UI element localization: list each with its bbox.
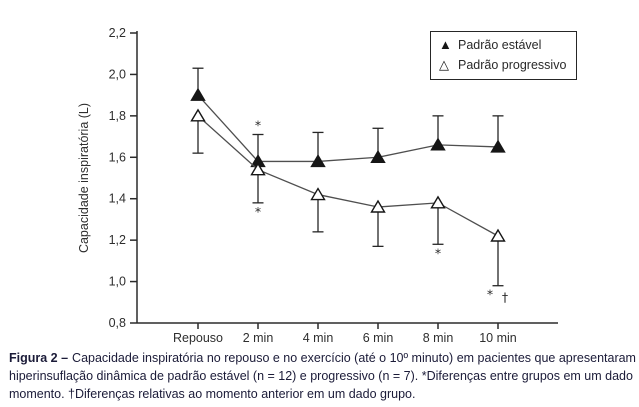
legend-label-progressivo: Padrão progressivo	[458, 58, 567, 72]
filled-triangle-marker	[370, 149, 386, 163]
caption-line-3: momento. †Diferenças relativas ao moment…	[9, 387, 416, 401]
axis-labels: 0,8 1,0 1,2 1,4 1,6 1,8 2,0 2,2 Repouso 2 min 4 mi…	[109, 26, 517, 345]
series-estavel	[190, 67, 506, 168]
y-tick-label: 1,2	[109, 233, 126, 247]
annotation-asterisk: *	[255, 204, 261, 219]
x-tick-label: Repouso	[173, 331, 223, 345]
chart-svg: 0,8 1,0 1,2 1,4 1,6 1,8 2,0 2,2 Repouso 2 min 4 mi…	[109, 26, 558, 345]
caption-line-2: hiperinsuflação dinâmica de padrão estáv…	[9, 369, 633, 383]
annotation-asterisk: *	[435, 245, 441, 260]
error-bar	[432, 202, 444, 245]
caption-figure-label: Figura 2 –	[9, 351, 69, 365]
filled-triangle-marker	[490, 139, 506, 153]
open-triangle-marker	[430, 195, 446, 209]
y-tick-label: 1,0	[109, 275, 126, 289]
legend-label-estavel: Padrão estável	[458, 38, 542, 52]
series-progressivo	[190, 108, 506, 287]
series-line	[197, 115, 499, 237]
annotation-asterisk: *	[487, 287, 493, 302]
figure-caption: Figura 2 – Capacidade inspiratória no rep…	[9, 349, 637, 403]
error-bar	[192, 115, 204, 154]
error-bar	[372, 207, 384, 248]
y-tick-label: 1,6	[109, 150, 126, 164]
y-axis-title: Capacidade inspiratória (L)	[77, 102, 91, 254]
y-tick-label: 1,8	[109, 109, 126, 123]
x-tick-label: 10 min	[479, 331, 517, 345]
filled-triangle-marker	[430, 137, 446, 151]
open-triangle-icon: △	[439, 57, 449, 72]
error-bar	[492, 236, 504, 287]
caption-line-1-text: Capacidade inspiratória no repouso e no …	[72, 351, 636, 365]
y-tick-label: 2,0	[109, 67, 126, 81]
open-triangle-marker	[190, 108, 206, 122]
y-tick-label: 2,2	[109, 26, 126, 40]
legend-item-estavel: ▲ Padrão estável	[439, 35, 566, 55]
x-tick-label: 6 min	[363, 331, 394, 345]
open-triangle-marker	[370, 199, 386, 213]
chart-legend: ▲ Padrão estável △ Padrão progressivo	[430, 31, 578, 80]
filled-triangle-icon: ▲	[439, 37, 452, 52]
series-line	[197, 94, 499, 163]
filled-triangle-marker	[190, 87, 206, 101]
open-triangle-marker	[490, 228, 506, 242]
legend-item-progressivo: △ Padrão progressivo	[439, 55, 566, 75]
open-triangle-marker	[310, 187, 326, 201]
open-triangle-marker	[250, 162, 266, 176]
error-bar	[312, 194, 324, 233]
x-tick-label: 8 min	[423, 331, 454, 345]
y-tick-label: 1,4	[109, 192, 126, 206]
caption-line-1: Figura 2 – Capacidade inspiratória no rep…	[9, 349, 637, 367]
axes	[130, 31, 558, 329]
filled-triangle-marker	[310, 154, 326, 168]
annotation-asterisk: *	[255, 118, 261, 133]
y-tick-label: 0,8	[109, 316, 126, 330]
annotation-dagger: †	[502, 290, 508, 305]
x-tick-label: 4 min	[303, 331, 334, 345]
x-tick-label: 2 min	[243, 331, 274, 345]
